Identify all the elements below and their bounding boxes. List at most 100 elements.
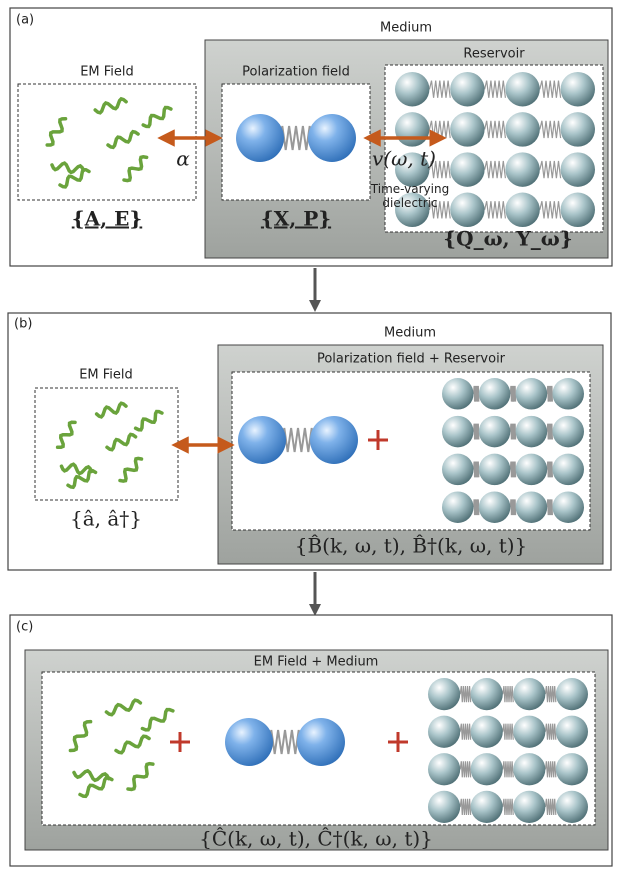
illustrations [45,72,595,824]
oscillator [515,453,548,486]
oscillator [560,72,595,107]
res-title: Reservoir [463,47,525,62]
panel-label: (b) [14,317,32,332]
spring [428,201,451,219]
oscillator [428,678,461,711]
oscillator [555,715,589,748]
oscillator [450,112,485,147]
oscillator [442,378,474,410]
spring [546,385,553,402]
oscillator [428,753,461,786]
photon [114,734,151,755]
photon [105,432,138,452]
oscillator [478,415,511,448]
spring [544,685,557,703]
spring [546,423,553,440]
photon [118,456,144,483]
pol-res-title: Polarization field + Reservoir [317,352,506,367]
spring [484,120,506,139]
oscillator [560,112,595,147]
spring [539,80,562,98]
oscillator [395,152,430,187]
pol-title: Polarization field [242,65,350,80]
spring [472,461,480,478]
combined-title: EM Field + Medium [254,655,379,670]
oscillator [552,415,584,448]
spring [544,761,557,778]
labels: (a) Medium EM Field Polarization field R… [14,13,573,851]
em-box [34,387,179,501]
spring [459,761,472,778]
oscillator [395,112,430,147]
spring [546,461,553,478]
oscillator [513,753,546,786]
medium-title: Medium [380,21,432,36]
oscillator [428,790,461,824]
spring [428,160,451,179]
oscillator [470,715,503,748]
oscillator [555,790,589,824]
photon [141,105,173,129]
photon [66,468,98,490]
atom [310,416,358,464]
note: Time-varying dielectric [370,182,450,210]
oscillator [478,378,511,410]
oscillator [515,415,548,448]
coupling-alpha: α [176,147,190,171]
oscillator [442,415,474,448]
pol-vars: {X, P} [261,207,331,231]
spring [509,423,517,440]
panel-label: (a) [16,13,34,28]
oscillator [428,715,461,748]
spring [509,499,517,516]
spring [509,461,517,478]
spring [459,723,472,740]
atom [238,416,286,464]
spring [544,798,557,815]
oscillator [505,112,540,147]
spring [546,499,553,516]
photon [45,117,68,147]
oscillator [470,678,503,711]
medium-vars: {B̂(k, ω, t), B̂†(k, ω, t)} [295,534,528,558]
em-vars: {â, â†} [70,507,142,531]
spring [502,723,514,740]
spring [544,723,557,740]
oscillator [515,378,548,410]
em-title: EM Field [79,368,133,383]
oscillator [552,453,584,486]
em-title: EM Field [80,65,134,80]
photon [50,161,86,175]
photon [94,401,128,419]
oscillator [395,72,430,107]
photon [104,698,143,717]
spring [539,160,562,179]
oscillator [560,152,595,187]
spring [484,201,506,219]
spring [539,120,562,139]
spring [472,499,480,516]
photon [93,96,128,115]
em-box [17,83,197,201]
oscillator [450,192,485,227]
oscillator [450,152,485,187]
photon [55,420,77,450]
photon [58,167,91,189]
oscillator [555,753,589,786]
photon [126,761,155,792]
photon [59,462,94,476]
oscillator [552,491,584,523]
note-box: Time-varying dielectric [370,182,450,210]
oscillator [395,192,430,227]
oscillator [505,72,540,107]
oscillator [513,678,546,711]
spring [502,761,514,778]
oscillator [450,72,485,107]
oscillator [560,192,595,227]
spring [428,80,451,98]
spring [472,385,480,402]
oscillator [442,491,474,523]
oscillator [555,678,589,711]
photon [122,155,149,183]
spring [502,685,514,703]
